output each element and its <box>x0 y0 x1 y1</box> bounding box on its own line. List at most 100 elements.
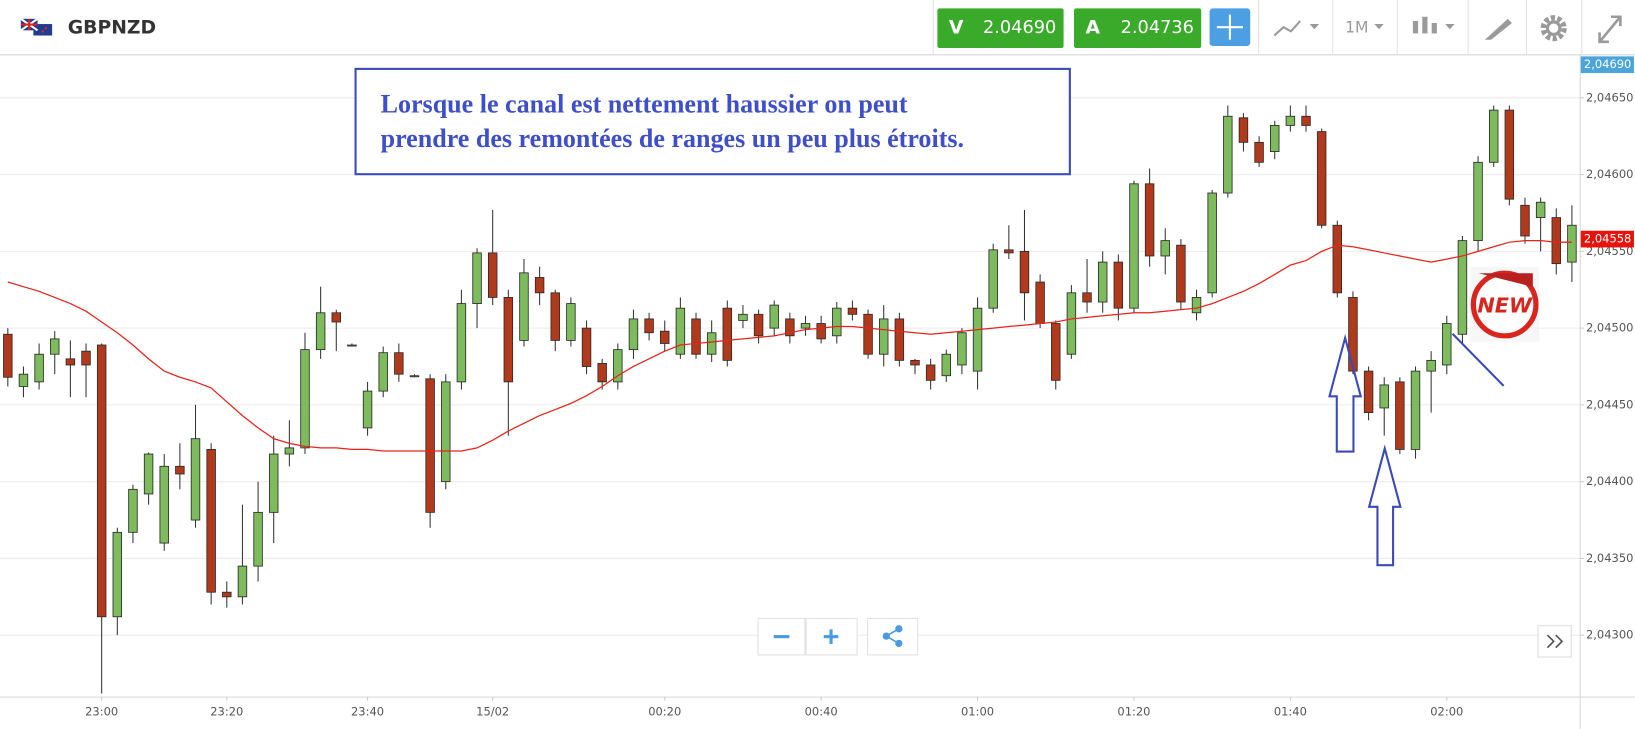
candle-body <box>1097 261 1108 303</box>
candle <box>1207 189 1217 298</box>
candle <box>65 340 76 398</box>
candle <box>1457 236 1468 344</box>
candle <box>878 305 889 367</box>
timeframe[interactable]: 1M <box>1345 18 1368 37</box>
candle-body <box>894 318 905 361</box>
y-tick-label: 2,04400 <box>1586 474 1633 488</box>
candle <box>456 289 467 390</box>
candle-body <box>409 375 420 378</box>
candle <box>1488 105 1499 167</box>
buy-price[interactable]: 2.04736 <box>1121 18 1194 38</box>
candle-body <box>472 252 482 304</box>
candle <box>800 315 811 336</box>
candle-body <box>1113 261 1124 309</box>
candle <box>503 289 514 436</box>
x-tick-label: 23:00 <box>85 705 118 719</box>
candle <box>1191 289 1202 321</box>
candle-body <box>519 272 529 341</box>
candle-body <box>425 378 435 513</box>
candle <box>957 328 967 375</box>
candle-body <box>1004 249 1014 254</box>
settings-button[interactable] <box>1540 15 1567 42</box>
zoom-in-button[interactable] <box>805 617 858 656</box>
x-tick-label: 23:20 <box>210 705 243 719</box>
buy-button-bg[interactable] <box>1074 8 1202 49</box>
candle-body <box>1066 292 1077 355</box>
draw-button[interactable] <box>1484 18 1512 40</box>
price-marker: 2,04690 <box>1580 56 1634 74</box>
x-tick-label: 23:40 <box>351 705 384 719</box>
candle-body <box>487 252 498 298</box>
candle <box>206 443 216 605</box>
buy-label[interactable]: A <box>1085 18 1100 39</box>
candle <box>1238 113 1249 152</box>
candle <box>769 300 779 336</box>
price-marker-bg <box>1580 230 1634 248</box>
toolbar <box>0 0 1635 55</box>
zoom-out-button[interactable] <box>757 617 806 656</box>
timeframe-button[interactable]: 1M <box>1345 18 1384 37</box>
candle-body <box>1144 183 1155 257</box>
candle-body <box>941 353 951 377</box>
candle <box>1567 205 1577 283</box>
candle-body <box>331 312 341 323</box>
candle <box>785 312 795 344</box>
x-tick-label: 00:20 <box>648 705 681 719</box>
candle-body <box>1160 240 1170 257</box>
candle <box>1473 156 1483 252</box>
y-tick-label: 2,04500 <box>1586 321 1633 335</box>
x-tick-label: 00:40 <box>805 705 838 719</box>
candle <box>362 381 373 436</box>
crosshair-button[interactable] <box>1209 8 1251 46</box>
price-marker-label: 2,04558 <box>1584 232 1631 246</box>
candle-body <box>1254 141 1264 163</box>
candle <box>566 297 576 347</box>
annotation-line: Lorsque le canal est nettement haussier … <box>381 90 908 119</box>
candle <box>1066 285 1077 359</box>
fullscreen-button[interactable] <box>1598 15 1622 44</box>
scroll-right-button[interactable] <box>1537 625 1572 658</box>
candle <box>253 481 263 582</box>
candle-body <box>378 352 388 392</box>
candle <box>128 484 138 544</box>
candle-body <box>878 318 889 355</box>
annotation-line: prendre des remontées de ranges un peu p… <box>381 124 964 153</box>
candle-body <box>675 307 686 355</box>
flag <box>20 17 53 36</box>
candle <box>519 259 529 347</box>
share-button[interactable] <box>867 617 919 656</box>
candle <box>441 374 451 490</box>
candle-body <box>1473 161 1483 242</box>
up-arrow <box>1367 444 1402 567</box>
candle-body <box>1316 131 1327 226</box>
candle <box>3 328 13 387</box>
candle <box>675 297 686 359</box>
candle <box>1316 128 1327 229</box>
candle-body <box>1051 323 1061 381</box>
sell-button[interactable]: V 2.04690 <box>937 8 1064 49</box>
candle-body <box>566 303 576 341</box>
candle-body <box>1410 370 1421 450</box>
candle-body <box>65 358 76 366</box>
candle <box>722 300 733 367</box>
candle-body <box>753 313 764 337</box>
candle-body <box>1285 115 1296 126</box>
candle <box>1551 208 1561 275</box>
candle-body <box>722 307 733 361</box>
candle <box>1113 254 1124 321</box>
candle-body <box>456 303 467 383</box>
sell-price[interactable]: 2.04690 <box>983 18 1056 38</box>
candle <box>300 332 310 455</box>
candle-body <box>1363 370 1374 413</box>
sell-button-bg[interactable] <box>937 8 1064 49</box>
annotation-box <box>354 67 1071 176</box>
x-tick-label: 01:20 <box>1117 705 1150 719</box>
candle-style-button[interactable] <box>1412 16 1455 34</box>
sell-label[interactable]: V <box>949 18 964 39</box>
buy-button[interactable]: A 2.04736 <box>1074 8 1202 49</box>
chart-type-button[interactable] <box>1273 20 1320 37</box>
x-tick-label: 01:00 <box>961 705 994 719</box>
candle <box>409 374 420 378</box>
candle-body <box>3 333 13 378</box>
candle <box>1504 105 1515 206</box>
